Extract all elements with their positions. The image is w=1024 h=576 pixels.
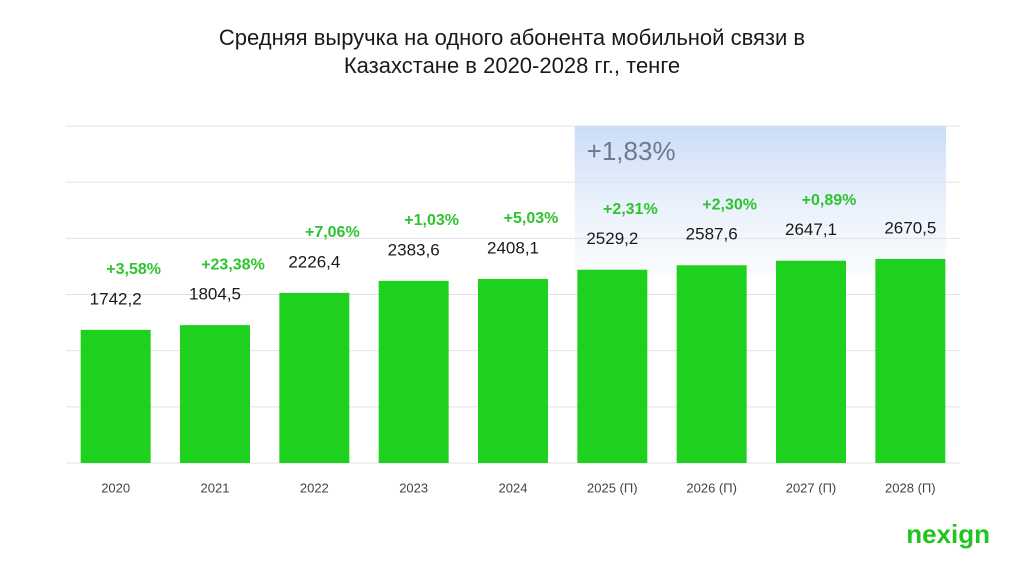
growth-label: +3,58%: [106, 261, 161, 278]
x-tick-label: 2026 (П): [686, 480, 737, 495]
value-label: 2587,6: [686, 225, 738, 244]
value-label: 2529,2: [586, 229, 638, 248]
x-tick-label: 2024: [499, 480, 528, 495]
growth-label: +2,31%: [603, 201, 658, 218]
bar: [776, 260, 846, 463]
chart-title: Средняя выручка на одного абонента мобил…: [218, 25, 806, 78]
growth-label: +7,06%: [305, 224, 360, 241]
x-tick-label: 2027 (П): [786, 480, 837, 495]
logo: nexign: [906, 519, 990, 549]
highlight-region: [574, 126, 946, 276]
value-label: 2226,4: [288, 252, 340, 271]
bar: [676, 265, 747, 463]
value-label: 2670,5: [884, 218, 936, 237]
growth-label: +1,03%: [404, 212, 459, 229]
highlight-label: +1,83%: [587, 136, 676, 166]
value-label: 2383,6: [388, 240, 440, 259]
x-tick-label: 2021: [201, 480, 230, 495]
bar: [875, 258, 946, 463]
x-tick-label: 2022: [300, 480, 329, 495]
x-tick-label: 2020: [101, 480, 130, 495]
bar: [478, 278, 548, 463]
bar: [279, 292, 350, 463]
growth-label: +5,03%: [504, 210, 559, 227]
bar: [80, 329, 151, 463]
growth-label: +2,30%: [702, 196, 757, 213]
value-label: 2647,1: [785, 220, 837, 239]
growth-label: +0,89%: [802, 192, 857, 209]
x-tick-label: 2028 (П): [885, 480, 936, 495]
bar: [180, 325, 250, 463]
x-tick-label: 2023: [399, 480, 428, 495]
bar: [577, 269, 648, 463]
value-label: 1804,5: [189, 285, 241, 304]
value-label: 2408,1: [487, 238, 539, 257]
x-tick-label: 2025 (П): [587, 480, 638, 495]
growth-label: +23,38%: [201, 256, 265, 273]
bar: [378, 280, 449, 463]
value-label: 1742,2: [90, 289, 142, 308]
